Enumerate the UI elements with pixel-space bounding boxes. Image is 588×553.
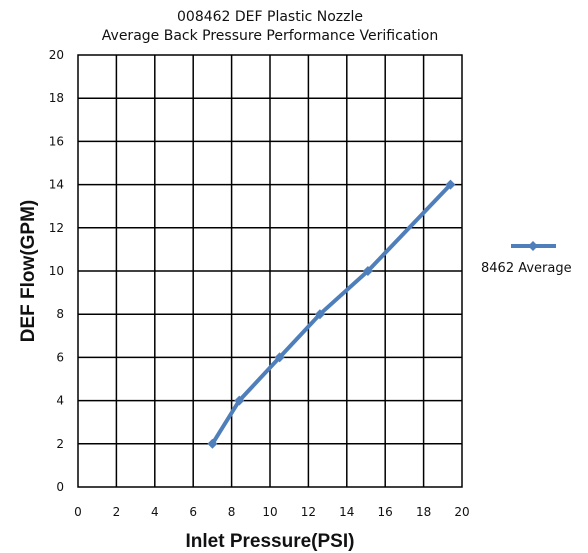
legend: 8462 Average (481, 241, 572, 276)
y-tick-label: 8 (56, 307, 64, 321)
data-point (445, 179, 456, 190)
x-axis-ticks: 0 2 4 6 8 10 12 14 16 18 20 (74, 505, 469, 519)
y-tick-label: 20 (49, 48, 64, 62)
x-tick-label: 14 (339, 505, 354, 519)
legend-label: 8462 Average (481, 261, 572, 276)
x-tick-label: 12 (301, 505, 316, 519)
data-point (362, 266, 373, 276)
y-tick-label: 18 (49, 91, 64, 105)
data-point (207, 438, 218, 449)
y-tick-label: 2 (56, 437, 64, 451)
y-tick-label: 6 (56, 350, 64, 364)
y-tick-label: 16 (49, 134, 64, 148)
series-line (210, 182, 453, 446)
data-point (234, 395, 245, 406)
y-axis-ticks: 0 2 4 6 8 10 12 14 16 18 20 (49, 48, 64, 494)
x-tick-label: 20 (454, 505, 469, 519)
y-tick-label: 14 (49, 178, 64, 192)
y-tick-label: 12 (49, 221, 64, 235)
chart-title: 008462 DEF Plastic Nozzle (177, 9, 363, 25)
chart-subtitle: Average Back Pressure Performance Verifi… (102, 28, 438, 44)
x-tick-label: 6 (189, 505, 197, 519)
x-axis-label: Inlet Pressure(PSI) (186, 531, 355, 552)
y-tick-label: 0 (56, 480, 64, 494)
data-point (274, 352, 285, 363)
data-point (314, 309, 325, 320)
x-tick-label: 10 (262, 505, 277, 519)
x-tick-label: 16 (378, 505, 393, 519)
y-tick-label: 4 (56, 394, 64, 408)
legend-swatch-marker (528, 241, 538, 251)
y-tick-label: 10 (49, 264, 64, 278)
x-tick-label: 0 (74, 505, 82, 519)
y-axis-label: DEF Flow(GPM) (18, 200, 39, 342)
x-tick-label: 8 (228, 505, 236, 519)
x-tick-label: 18 (416, 505, 431, 519)
series-layer (207, 179, 456, 449)
x-tick-label: 2 (113, 505, 121, 519)
grid (78, 55, 462, 487)
x-tick-label: 4 (151, 505, 159, 519)
